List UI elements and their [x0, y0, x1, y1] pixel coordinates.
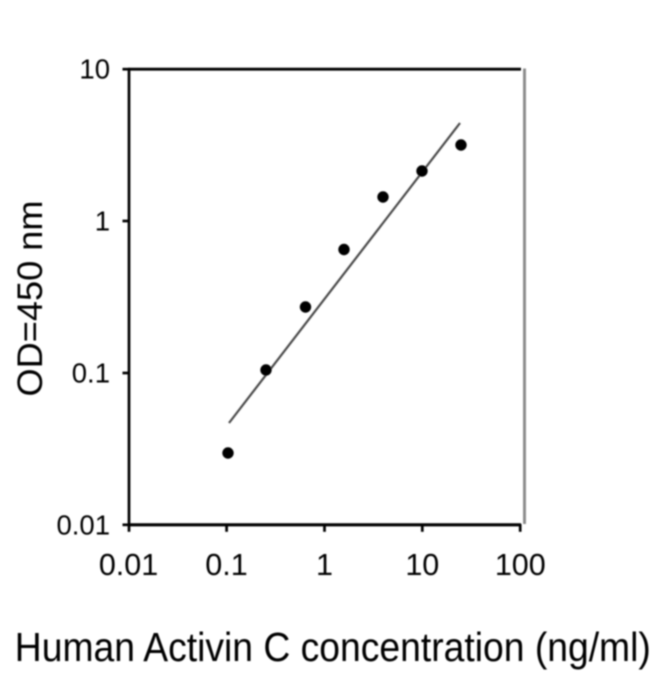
- svg-text:100: 100: [495, 548, 546, 582]
- svg-text:1: 1: [95, 205, 110, 236]
- svg-text:10: 10: [405, 548, 439, 582]
- svg-text:Human Activin C concentration: Human Activin C concentration (ng/ml): [15, 624, 650, 670]
- svg-text:OD=450 nm: OD=450 nm: [10, 201, 50, 397]
- svg-text:0.1: 0.1: [72, 357, 110, 388]
- svg-text:1: 1: [316, 548, 333, 582]
- svg-text:0.1: 0.1: [205, 548, 247, 582]
- svg-text:0.01: 0.01: [99, 548, 158, 582]
- svg-text:0.01: 0.01: [56, 509, 110, 540]
- svg-text:10: 10: [79, 53, 110, 84]
